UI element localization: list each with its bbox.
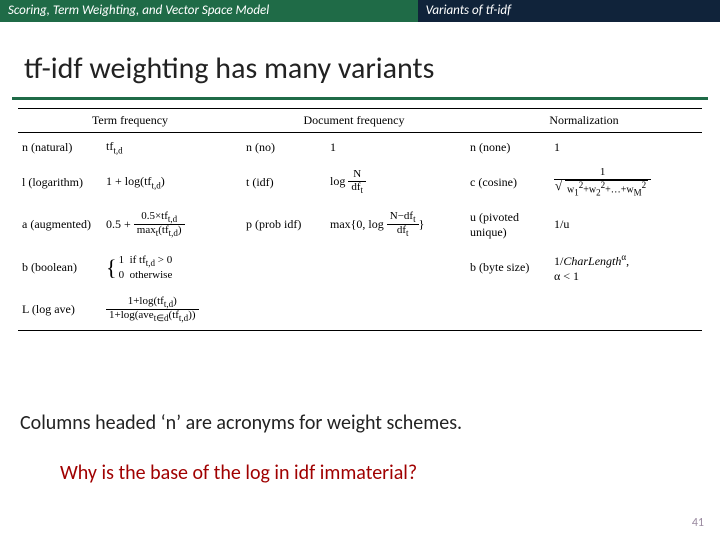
norm-formula: 1/CharLengthα,α < 1 [550, 246, 702, 290]
top-bar: Scoring, Term Weighting, and Vector Spac… [0, 0, 720, 22]
df-label: n (no) [242, 133, 326, 162]
page-number: 41 [692, 516, 704, 530]
norm-label: b (byte size) [466, 246, 550, 290]
norm-formula: 1/u [550, 204, 702, 246]
table-row: L (log ave) 1+log(tft,d)1+log(avet∈d(tft… [18, 290, 702, 331]
slide-title: tf-idf weighting has many variants [24, 50, 696, 87]
tf-label: b (boolean) [18, 246, 102, 290]
df-formula: max{0, log N−dftdft} [326, 204, 466, 246]
df-formula [326, 290, 466, 331]
tf-formula: 1 + log(tft,d) [102, 161, 242, 203]
tf-formula: {1 if tft,d > 00 otherwise [102, 246, 242, 290]
table-row: l (logarithm) 1 + log(tft,d) t (idf) log… [18, 161, 702, 203]
topbar-left-label: Scoring, Term Weighting, and Vector Spac… [0, 0, 418, 22]
norm-label [466, 290, 550, 331]
df-formula [326, 246, 466, 290]
norm-label: n (none) [466, 133, 550, 162]
tf-formula: 0.5 + 0.5×tft,dmaxt(tft,d) [102, 204, 242, 246]
df-label [242, 290, 326, 331]
norm-formula [550, 290, 702, 331]
table-row: b (boolean) {1 if tft,d > 00 otherwise b… [18, 246, 702, 290]
norm-formula: 1w12+w22+…+wM2 [550, 161, 702, 203]
norm-label: u (pivoted unique) [466, 204, 550, 246]
table-row: a (augmented) 0.5 + 0.5×tft,dmaxt(tft,d)… [18, 204, 702, 246]
variants-table-wrap: Term frequency Document frequency Normal… [0, 100, 720, 331]
topbar-right-label: Variants of tf-idf [418, 0, 720, 22]
tf-label: a (augmented) [18, 204, 102, 246]
question-text: Why is the base of the log in idf immate… [0, 435, 720, 485]
variants-table: Term frequency Document frequency Normal… [18, 108, 702, 331]
header-tf: Term frequency [18, 109, 242, 133]
tf-label: n (natural) [18, 133, 102, 162]
header-df: Document frequency [242, 109, 466, 133]
header-norm: Normalization [466, 109, 702, 133]
df-label [242, 246, 326, 290]
df-formula: 1 [326, 133, 466, 162]
norm-label: c (cosine) [466, 161, 550, 203]
tf-label: L (log ave) [18, 290, 102, 331]
tf-formula: tft,d [102, 133, 242, 162]
table-row: n (natural) tft,d n (no) 1 n (none) 1 [18, 133, 702, 162]
df-label: t (idf) [242, 161, 326, 203]
df-formula: log Ndft [326, 161, 466, 203]
caption-text: Columns headed ‘n’ are acronyms for weig… [0, 331, 720, 435]
norm-formula: 1 [550, 133, 702, 162]
tf-label: l (logarithm) [18, 161, 102, 203]
df-label: p (prob idf) [242, 204, 326, 246]
title-area: tf-idf weighting has many variants [0, 22, 720, 91]
table-header-row: Term frequency Document frequency Normal… [18, 109, 702, 133]
tf-formula: 1+log(tft,d)1+log(avet∈d(tft,d)) [102, 290, 242, 331]
